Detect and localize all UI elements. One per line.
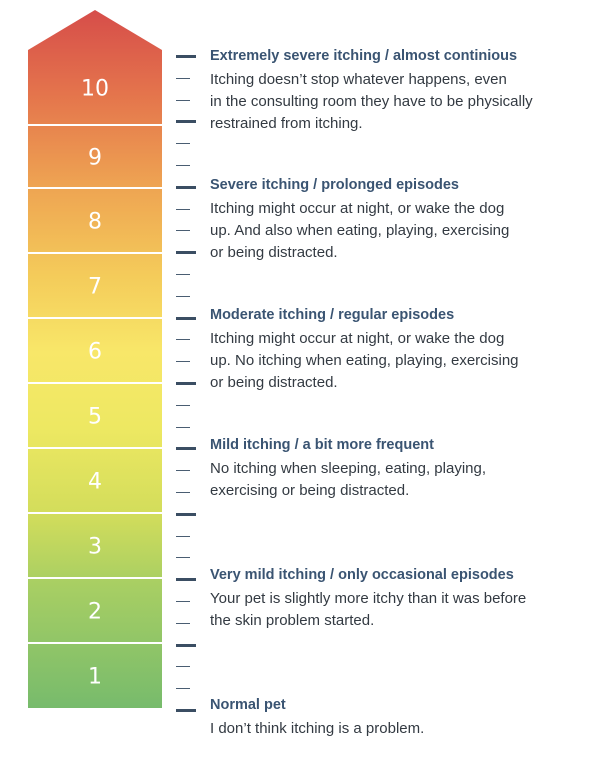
entry-level-description: Very mild itching / only occasional epis…: [210, 567, 570, 632]
entry-level-description: Severe itching / prolonged episodes Itchi…: [210, 177, 570, 264]
tick-minor: [176, 296, 190, 297]
entry-title: Normal pet: [210, 697, 286, 713]
tick-minor: [176, 274, 190, 275]
scale-level-10: 10: [81, 77, 109, 102]
tick-minor: [176, 470, 190, 471]
tick-major: [176, 513, 196, 516]
entry-description: Your pet is slightly more itchy than it …: [210, 588, 570, 632]
scale-divider: [28, 317, 162, 319]
entry-description-line: exercising or being distracted.: [210, 482, 410, 499]
tick-minor: [176, 339, 190, 340]
tick-major: [176, 709, 196, 712]
tick-minor: [176, 688, 190, 689]
scale-level-3: 3: [88, 535, 102, 560]
tick-major: [176, 317, 196, 320]
tick-major: [176, 578, 196, 581]
entry-description-line: Itching doesn’t stop whatever happens, e…: [210, 71, 507, 88]
tick-minor: [176, 78, 190, 79]
entry-description-line: Your pet is slightly more itchy than it …: [210, 590, 527, 607]
scale-divider: [28, 642, 162, 644]
tick-major: [176, 186, 196, 189]
tick-major: [176, 55, 196, 58]
scale-divider: [28, 187, 162, 189]
tick-minor: [176, 143, 190, 144]
scale-level-1: 1: [88, 665, 102, 690]
scale-level-6: 6: [88, 340, 102, 365]
tick-minor: [176, 209, 190, 210]
entry-title: Moderate itching / regular episodes: [210, 307, 455, 323]
tick-minor: [176, 427, 190, 428]
tick-minor: [176, 405, 190, 406]
scale-divider: [28, 252, 162, 254]
tick-minor: [176, 492, 190, 493]
tick-major: [176, 251, 196, 254]
tick-minor: [176, 230, 190, 231]
entry-description-line: Itching might occur at night, or wake th…: [210, 200, 505, 217]
scale-level-7: 7: [88, 275, 102, 300]
entry-title: Very mild itching / only occasional epis…: [210, 567, 514, 583]
scale-level-5: 5: [88, 405, 102, 430]
tick-minor: [176, 361, 190, 362]
entry-description-line: the skin problem started.: [210, 612, 375, 629]
entry-description-line: or being distracted.: [210, 244, 338, 261]
scale-divider: [28, 382, 162, 384]
entry-description-line: up. And also when eating, playing, exerc…: [210, 222, 510, 239]
tick-major: [176, 447, 196, 450]
entry-title: Extremely severe itching / almost contin…: [210, 48, 518, 64]
scale-level-9: 9: [88, 146, 102, 171]
entry-description-line: in the consulting room they have to be p…: [210, 93, 533, 110]
entry-description: Itching might occur at night, or wake th…: [210, 328, 570, 394]
tick-major: [176, 120, 196, 123]
scale-divider: [28, 447, 162, 449]
entry-description-line: No itching when sleeping, eating, playin…: [210, 460, 487, 477]
tick-minor: [176, 666, 190, 667]
entry-description-line: I don’t think itching is a problem.: [210, 720, 425, 737]
entry-title: Severe itching / prolonged episodes: [210, 177, 459, 193]
tick-minor: [176, 536, 190, 537]
scale-divider: [28, 124, 162, 126]
entry-description-line: Itching might occur at night, or wake th…: [210, 330, 505, 347]
scale-divider: [28, 512, 162, 514]
entry-description-line: or being distracted.: [210, 374, 338, 391]
entry-description-line: up. No itching when eating, playing, exe…: [210, 352, 519, 369]
tick-minor: [176, 165, 190, 166]
entry-title: Mild itching / a bit more frequent: [210, 437, 434, 453]
entry-description: Itching doesn’t stop whatever happens, e…: [210, 69, 570, 135]
scale-body: [28, 10, 162, 708]
entry-description: No itching when sleeping, eating, playin…: [210, 458, 570, 502]
scale-level-4: 4: [88, 470, 102, 495]
tick-major: [176, 382, 196, 385]
scale-level-8: 8: [88, 210, 102, 235]
entry-level-description: Mild itching / a bit more frequent No itc…: [210, 437, 570, 502]
tick-minor: [176, 623, 190, 624]
tick-minor: [176, 100, 190, 101]
scale-divider: [28, 577, 162, 579]
tick-minor: [176, 601, 190, 602]
entry-level-description: Moderate itching / regular episodes Itchi…: [210, 307, 570, 394]
entry-level-description: Extremely severe itching / almost contin…: [210, 48, 570, 135]
scale-ticks: [176, 0, 196, 783]
entry-level-description: Normal pet I don’t think itching is a pro…: [210, 697, 570, 740]
tick-major: [176, 644, 196, 647]
itch-scale-thermometer: 10 9 8 7 6 5 4 3 2 1: [28, 10, 162, 708]
entry-description: I don’t think itching is a problem.: [210, 718, 570, 740]
entry-description-line: restrained from itching.: [210, 115, 363, 132]
tick-minor: [176, 557, 190, 558]
entry-description: Itching might occur at night, or wake th…: [210, 198, 570, 264]
scale-level-2: 2: [88, 600, 102, 625]
